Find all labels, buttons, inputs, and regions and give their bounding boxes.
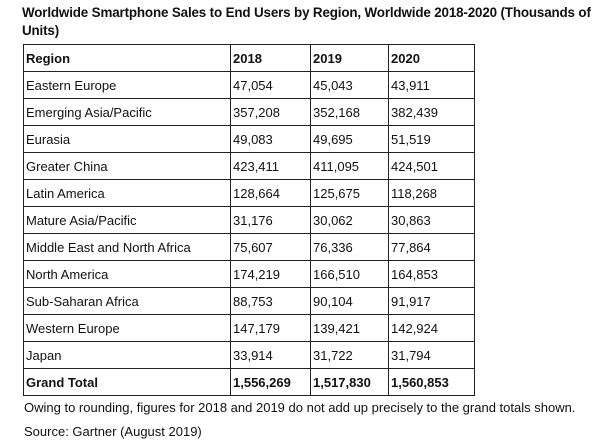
region-cell: Grand Total — [23, 368, 231, 396]
table-title: Worldwide Smartphone Sales to End Users … — [22, 5, 591, 38]
value-cell: 352,168 — [310, 98, 389, 126]
value-cell: 2019 — [310, 44, 389, 72]
table-row: North America 174,219 166,510 164,853 — [23, 260, 475, 288]
table-row: Japan 33,914 31,722 31,794 — [23, 341, 475, 369]
value-cell: 164,853 — [388, 260, 475, 288]
table-row: Emerging Asia/Pacific 357,208 352,168 382,4… — [23, 98, 475, 126]
region-cell: Emerging Asia/Pacific — [23, 98, 231, 126]
value-cell: 30,863 — [388, 206, 475, 234]
value-cell: 51,519 — [388, 125, 475, 153]
value-cell: 166,510 — [310, 260, 389, 288]
value-cell: 125,675 — [310, 179, 389, 207]
table-row: Greater China 423,411 411,095 424,501 — [23, 152, 475, 180]
source-citation: Source: Gartner (August 2019) — [24, 424, 202, 439]
value-cell: 139,421 — [310, 314, 389, 342]
region-cell: Sub-Saharan Africa — [23, 287, 231, 315]
value-cell: 411,095 — [310, 152, 389, 180]
region-cell: Japan — [23, 341, 231, 369]
table-row: Sub-Saharan Africa 88,753 90,104 91,917 — [23, 287, 475, 315]
table-row: Mature Asia/Pacific 31,176 30,062 30,863 — [23, 206, 475, 234]
value-cell: 45,043 — [310, 71, 389, 99]
value-cell: 382,439 — [388, 98, 475, 126]
table-row: Eurasia 49,083 49,695 51,519 — [23, 125, 475, 153]
region-cell: North America — [23, 260, 231, 288]
region-cell: Western Europe — [23, 314, 231, 342]
value-cell: 147,179 — [230, 314, 311, 342]
value-cell: 118,268 — [388, 179, 475, 207]
value-cell: 91,917 — [388, 287, 475, 315]
value-cell: 1,517,830 — [310, 368, 389, 396]
table-row: Western Europe 147,179 139,421 142,924 — [23, 314, 475, 342]
value-cell: 49,083 — [230, 125, 311, 153]
value-cell: 1,560,853 — [388, 368, 475, 396]
value-cell: 47,054 — [230, 71, 311, 99]
value-cell: 142,924 — [388, 314, 475, 342]
value-cell: 357,208 — [230, 98, 311, 126]
value-cell: 43,911 — [388, 71, 475, 99]
value-cell: 49,695 — [310, 125, 389, 153]
region-cell: Mature Asia/Pacific — [23, 206, 231, 234]
sales-table: Region 2018 2019 2020 Eastern Europe 47,054 45… — [23, 44, 475, 396]
value-cell: 30,062 — [310, 206, 389, 234]
value-cell: 1,556,269 — [230, 368, 311, 396]
header-row: Region 2018 2019 2020 — [23, 44, 475, 72]
value-cell: 2020 — [388, 44, 475, 72]
region-cell: Middle East and North Africa — [23, 233, 231, 261]
region-cell: Eastern Europe — [23, 71, 231, 99]
value-cell: 31,722 — [310, 341, 389, 369]
value-cell: 423,411 — [230, 152, 311, 180]
value-cell: 2018 — [230, 44, 311, 72]
value-cell: 31,176 — [230, 206, 311, 234]
value-cell: 90,104 — [310, 287, 389, 315]
value-cell: 75,607 — [230, 233, 311, 261]
grand-total-row: Grand Total 1,556,269 1,517,830 1,560,853 — [23, 368, 475, 396]
value-cell: 128,664 — [230, 179, 311, 207]
table-row: Latin America 128,664 125,675 118,268 — [23, 179, 475, 207]
value-cell: 33,914 — [230, 341, 311, 369]
table-row: Middle East and North Africa 75,607 76,336… — [23, 233, 475, 261]
value-cell: 88,753 — [230, 287, 311, 315]
value-cell: 31,794 — [388, 341, 475, 369]
region-cell: Latin America — [23, 179, 231, 207]
value-cell: 424,501 — [388, 152, 475, 180]
region-cell: Greater China — [23, 152, 231, 180]
region-cell: Region — [23, 44, 231, 72]
value-cell: 174,219 — [230, 260, 311, 288]
table-row: Eastern Europe 47,054 45,043 43,911 — [23, 71, 475, 99]
value-cell: 77,864 — [388, 233, 475, 261]
table-body: Region 2018 2019 2020 Eastern Europe 47,054 45… — [23, 44, 475, 396]
value-cell: 76,336 — [310, 233, 389, 261]
rounding-note: Owing to rounding, figures for 2018 and … — [24, 400, 576, 415]
region-cell: Eurasia — [23, 125, 231, 153]
